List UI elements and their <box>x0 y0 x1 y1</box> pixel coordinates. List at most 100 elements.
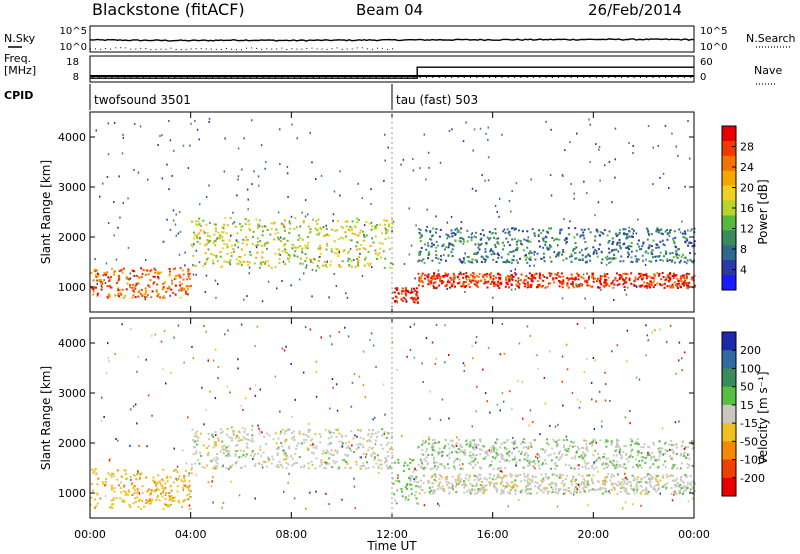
velocity-cell <box>353 451 355 454</box>
nave-point <box>526 77 528 78</box>
velocity-cell <box>291 464 293 467</box>
velocity-cell <box>446 454 449 457</box>
power-cell <box>653 280 656 283</box>
velocity-scatter <box>311 443 314 446</box>
power-scatter <box>475 189 477 192</box>
velocity-cell <box>599 486 602 489</box>
velocity-cell <box>152 479 155 482</box>
velocity-cell <box>268 458 271 460</box>
power-cell <box>431 275 434 278</box>
power-scatter <box>385 228 387 231</box>
power-cell <box>507 260 510 263</box>
velocity-cell <box>361 465 363 467</box>
power-cell <box>188 285 191 288</box>
velocity-cell <box>334 449 337 452</box>
power-cell <box>154 271 157 274</box>
velocity-cell <box>274 432 277 435</box>
velocity-scatter <box>306 447 309 450</box>
power-cell <box>626 273 629 276</box>
colorbar-segment <box>722 332 736 351</box>
power-cell <box>519 257 521 260</box>
velocity-cell <box>416 481 419 484</box>
velocity-cell <box>246 442 248 445</box>
velocity-cell <box>252 455 255 458</box>
power-cell <box>458 258 461 261</box>
velocity-cell <box>215 456 218 459</box>
velocity-cell <box>583 485 586 488</box>
velocity-cell <box>657 475 660 478</box>
velocity-cell <box>397 458 400 461</box>
power-cell <box>261 234 264 237</box>
power-cell <box>94 286 97 289</box>
power-cell <box>340 236 343 239</box>
velocity-scatter <box>228 468 230 471</box>
power-cell <box>548 272 551 275</box>
velocity-cell <box>475 482 478 485</box>
velocity-cell <box>530 460 533 463</box>
power-cell <box>460 285 463 288</box>
velocity-cell <box>236 444 239 446</box>
velocity-cell <box>680 486 683 489</box>
power-cell <box>507 276 510 279</box>
velocity-cell <box>225 450 228 452</box>
power-cell <box>643 281 646 284</box>
velocity-cell <box>606 440 609 443</box>
power-cell <box>616 284 619 287</box>
power-cell <box>101 281 104 284</box>
velocity-cell <box>597 488 600 491</box>
velocity-cell <box>465 443 468 446</box>
power-cell <box>612 248 615 251</box>
power-cell <box>103 273 106 276</box>
velocity-cell <box>616 438 619 441</box>
velocity-cell <box>237 440 240 443</box>
power-scatter <box>656 255 658 258</box>
velocity-cell <box>581 474 584 477</box>
velocity-cell <box>188 480 191 483</box>
velocity-cell <box>464 452 467 455</box>
power-scatter <box>193 243 195 246</box>
velocity-cell <box>559 457 562 460</box>
velocity-cell <box>463 491 466 494</box>
velocity-cell <box>320 463 323 466</box>
velocity-cell <box>623 463 626 466</box>
power-cell <box>166 287 169 290</box>
power-scatter <box>403 263 406 265</box>
velocity-scatter <box>595 400 597 403</box>
velocity-scatter <box>370 332 373 335</box>
power-cell <box>663 255 665 258</box>
velocity-cell <box>527 454 530 456</box>
nave-point <box>602 77 604 78</box>
velocity-cell <box>330 435 333 438</box>
power-cell <box>362 239 365 242</box>
power-cell <box>357 261 360 264</box>
power-cell <box>577 278 580 281</box>
power-cell <box>510 251 513 254</box>
power-scatter <box>267 280 270 283</box>
power-cell <box>588 284 591 287</box>
velocity-scatter <box>372 418 374 421</box>
velocity-scatter <box>536 457 539 460</box>
power-cell <box>549 275 552 277</box>
power-scatter <box>129 277 132 280</box>
power-cell <box>626 236 629 239</box>
power-cell <box>323 260 326 263</box>
velocity-cell <box>471 456 474 459</box>
velocity-cell <box>556 445 559 448</box>
velocity-cell <box>573 490 576 493</box>
velocity-cell <box>126 493 129 496</box>
velocity-cell <box>605 466 608 469</box>
velocity-cell <box>471 488 474 491</box>
velocity-scatter <box>528 424 530 427</box>
velocity-cell <box>442 487 445 490</box>
power-cell <box>604 278 606 281</box>
power-cell <box>522 281 525 284</box>
velocity-cell <box>547 492 549 495</box>
power-cell <box>610 257 613 260</box>
power-cell <box>471 258 474 261</box>
velocity-scatter <box>626 360 628 363</box>
power-cell <box>665 276 668 279</box>
power-cell <box>432 282 435 285</box>
velocity-cell <box>671 479 674 482</box>
power-cell <box>299 262 302 265</box>
